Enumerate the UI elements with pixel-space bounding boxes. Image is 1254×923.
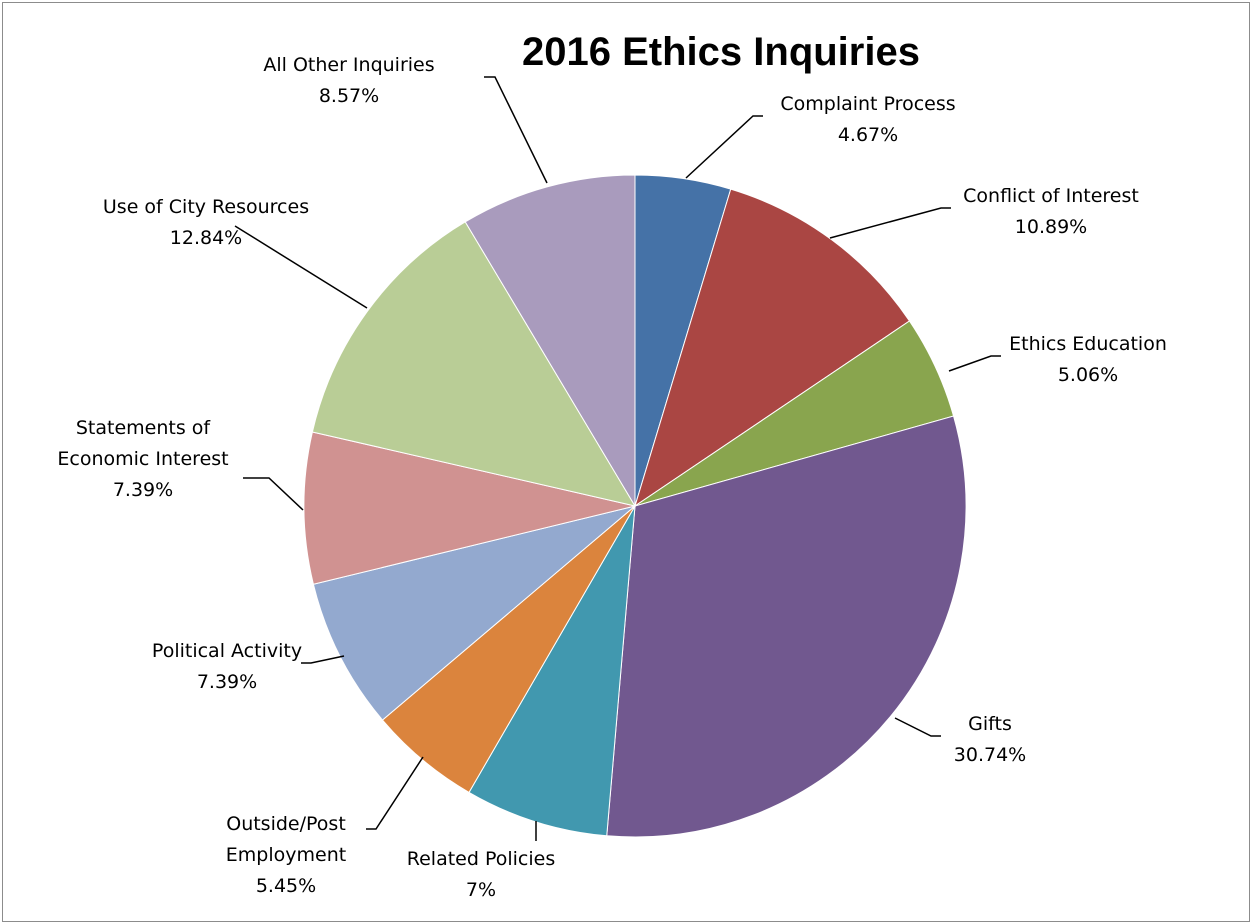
slice-percent: 12.84%: [170, 227, 242, 249]
slice-percent: 4.67%: [838, 124, 898, 146]
slice-name: Employment: [226, 844, 346, 866]
slice-label: Complaint Process 4.67%: [780, 93, 955, 146]
slice-percent: 10.89%: [1015, 216, 1087, 238]
pie-slices: [303, 174, 967, 838]
leader-line: [685, 115, 763, 179]
chart-title: 2016 Ethics Inquiries: [522, 30, 920, 74]
slice-label: Statements of Economic Interest 7.39%: [57, 417, 228, 501]
slice-name: Use of City Resources: [103, 196, 309, 218]
slice-label: Conflict of Interest 10.89%: [963, 185, 1139, 238]
slice-labels: Complaint Process 4.67% Conflict of Intere…: [57, 54, 1167, 901]
leader-line: [366, 756, 424, 830]
leader-line: [829, 207, 951, 239]
slice-name: Complaint Process: [780, 93, 955, 115]
leader-line: [484, 76, 548, 184]
slice-label: Gifts 30.74%: [954, 713, 1026, 766]
slice-name: Related Policies: [407, 848, 555, 870]
leader-line: [894, 717, 941, 737]
slice-percent: 5.45%: [256, 875, 316, 897]
slice-percent: 5.06%: [1058, 364, 1118, 386]
slice-label: All Other Inquiries 8.57%: [263, 54, 434, 107]
leader-line: [243, 477, 304, 511]
leader-line: [301, 655, 345, 664]
slice-label: Related Policies 7%: [407, 848, 555, 901]
pie-slice: [464, 174, 636, 508]
slice-name: Conflict of Interest: [963, 185, 1139, 207]
slice-name: Political Activity: [152, 640, 302, 662]
slice-percent: 7.39%: [197, 671, 257, 693]
pie-chart: 2016 Ethics Inquiries Complaint Process 4…: [57, 30, 1167, 901]
slice-name: Outside/Post: [226, 813, 346, 835]
slice-name: All Other Inquiries: [263, 54, 434, 76]
leader-line: [948, 355, 1001, 372]
slice-label: Political Activity 7.39%: [152, 640, 302, 693]
pie-slice: [311, 221, 637, 507]
slice-name: Statements of: [76, 417, 212, 439]
slice-name: Ethics Education: [1009, 333, 1167, 355]
leader-line: [234, 225, 368, 309]
slice-name: Economic Interest: [57, 448, 228, 470]
slice-label: Outside/Post Employment 5.45%: [226, 813, 346, 897]
slice-percent: 7%: [466, 879, 496, 901]
leader-lines: [234, 76, 1001, 841]
slice-label: Ethics Education 5.06%: [1009, 333, 1167, 386]
slice-percent: 7.39%: [113, 479, 173, 501]
pie-slice: [634, 188, 911, 508]
pie-slice: [606, 415, 967, 838]
slice-percent: 8.57%: [319, 85, 379, 107]
slice-name: Gifts: [968, 713, 1012, 735]
pie-slice: [303, 431, 636, 585]
slice-percent: 30.74%: [954, 744, 1026, 766]
slice-label: Use of City Resources 12.84%: [103, 196, 309, 249]
